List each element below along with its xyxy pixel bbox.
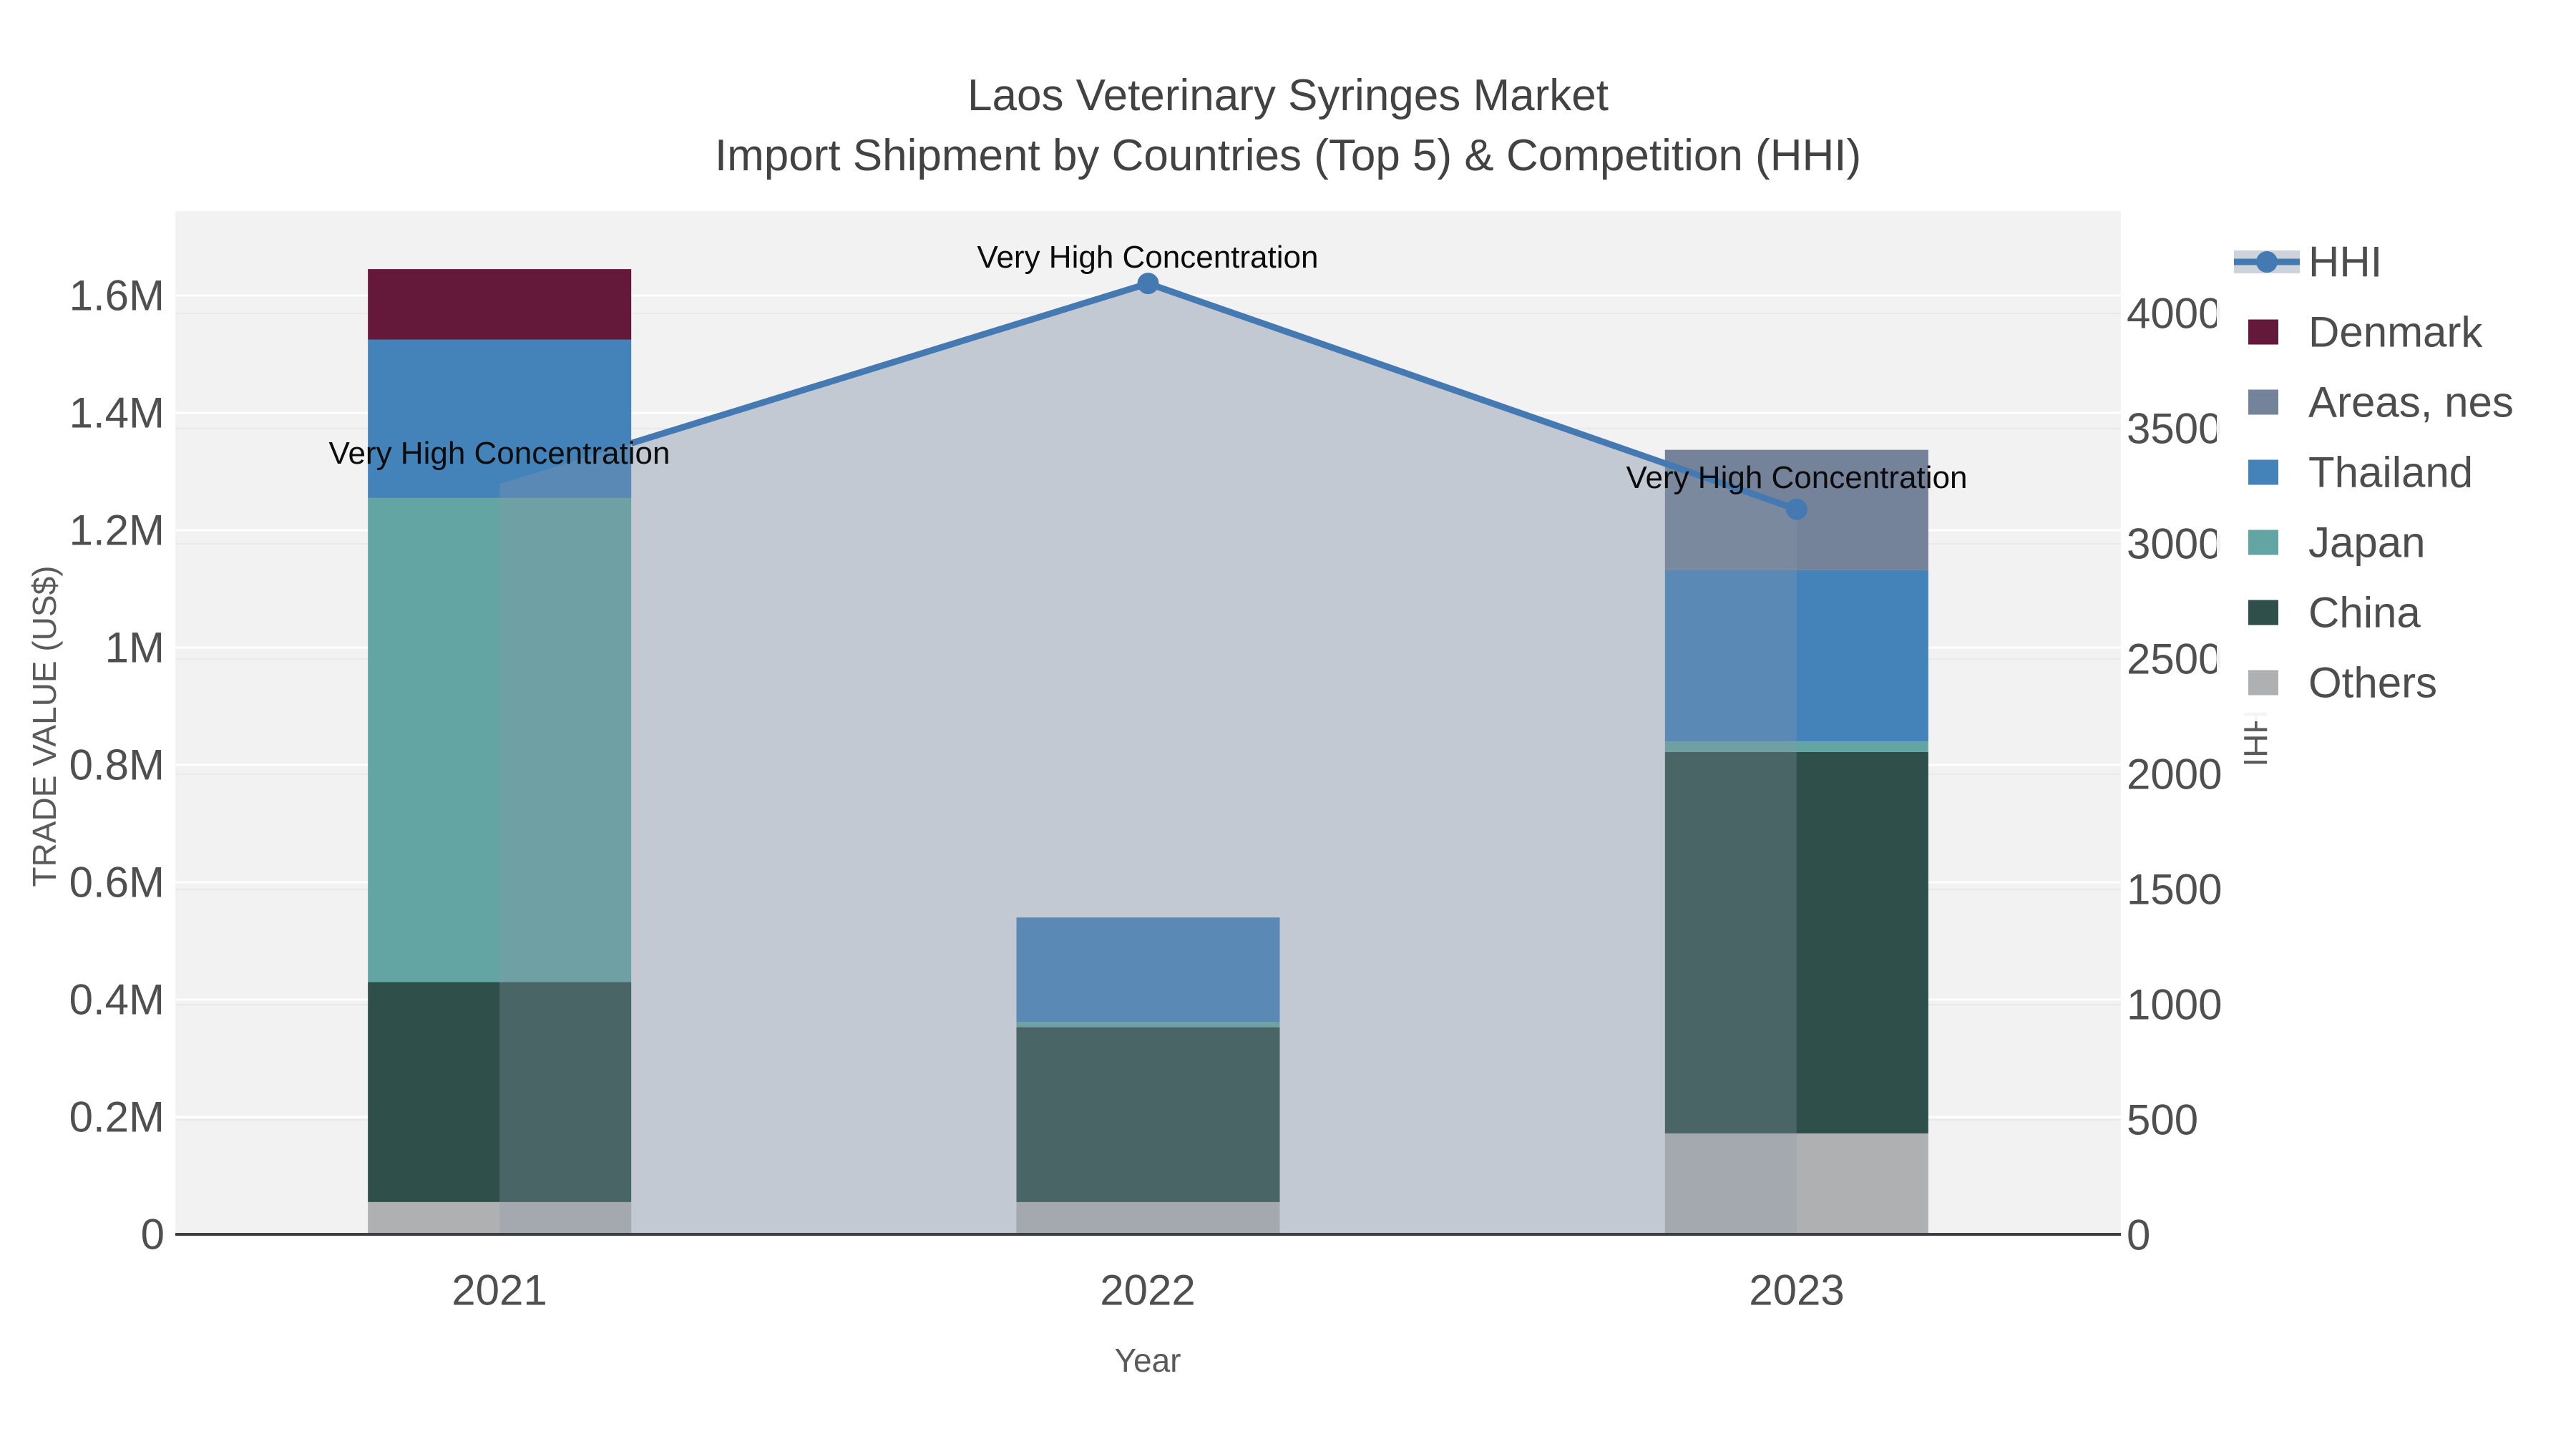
legend-item-hhi[interactable]: HHI xyxy=(2217,237,2576,287)
bar-segment-2022-Others[interactable] xyxy=(1016,1201,1280,1234)
legend: HHI Denmark Areas, nes Thailand Japan Ch… xyxy=(2217,235,2576,721)
bar-segment-2023-Thailand[interactable] xyxy=(1664,570,1928,742)
bar-segment-2021-Thailand[interactable] xyxy=(368,339,632,498)
x-axis-tick-2023: 2023 xyxy=(1749,1266,1845,1314)
bar-segment-2021-Denmark[interactable] xyxy=(368,269,632,340)
right-axis-tick: 2500 xyxy=(2127,635,2223,683)
bar-segment-2021-Others[interactable] xyxy=(368,1201,632,1234)
right-axis-tick: 3000 xyxy=(2127,519,2223,568)
hhi-marker-2023[interactable] xyxy=(1785,498,1807,520)
hhi-area-fill-under xyxy=(499,283,1797,1234)
left-axis-tick: 1M xyxy=(104,623,165,672)
legend-item-denmark[interactable]: Denmark xyxy=(2217,307,2576,357)
legend-swatch-icon xyxy=(2248,670,2278,696)
bar-segment-2021-Japan[interactable] xyxy=(368,497,632,982)
bar-segment-2021-China[interactable] xyxy=(368,982,632,1202)
right-axis-tick: 3500 xyxy=(2127,404,2223,453)
legend-label: Japan xyxy=(2308,518,2426,567)
legend-item-china[interactable]: China xyxy=(2217,587,2576,638)
hhi-marker-2022[interactable] xyxy=(1137,273,1159,295)
x-axis-title: Year xyxy=(1114,1342,1181,1379)
right-axis-tick: 4000 xyxy=(2127,289,2223,338)
legend-item-japan[interactable]: Japan xyxy=(2217,517,2576,567)
left-axis-tick: 0 xyxy=(140,1210,165,1259)
x-axis-tick-2022: 2022 xyxy=(1100,1266,1196,1314)
bar-segment-2022-China[interactable] xyxy=(1016,1027,1280,1202)
bar-segment-2023-Japan[interactable] xyxy=(1664,741,1928,752)
right-axis-tick: 1000 xyxy=(2127,980,2223,1029)
legend-label: Areas, nes xyxy=(2308,378,2514,426)
legend-item-others[interactable]: Others xyxy=(2217,658,2576,708)
right-axis-tick: 500 xyxy=(2127,1096,2199,1144)
right-axis-tick: 0 xyxy=(2127,1211,2151,1259)
legend-swatch-icon xyxy=(2248,459,2278,485)
legend-item-thailand[interactable]: Thailand xyxy=(2217,447,2576,497)
left-axis-tick: 0.8M xyxy=(69,741,165,789)
left-axis-tick: 0.6M xyxy=(69,858,165,907)
chart-subtitle: Import Shipment by Countries (Top 5) & C… xyxy=(714,131,1862,180)
left-axis-tick: 1.4M xyxy=(69,389,165,437)
right-axis-tick: 2000 xyxy=(2127,750,2223,799)
legend-label: China xyxy=(2308,588,2421,637)
bar-segment-2022-Thailand[interactable] xyxy=(1016,917,1280,1023)
legend-label: Denmark xyxy=(2308,308,2483,356)
right-axis-tick: 1500 xyxy=(2127,865,2223,914)
bar-segment-2023-China[interactable] xyxy=(1664,751,1928,1133)
left-axis-title: TRADE VALUE (US$) xyxy=(26,565,63,887)
annotation-2022: Very High Concentration xyxy=(977,240,1319,275)
legend-label: Others xyxy=(2308,658,2438,707)
bar-segment-2022-Japan[interactable] xyxy=(1016,1022,1280,1028)
legend-swatch-icon xyxy=(2248,319,2278,345)
left-axis-tick: 0.4M xyxy=(69,975,165,1024)
legend-swatch-icon xyxy=(2248,389,2278,415)
bar-segment-2023-Others[interactable] xyxy=(1664,1133,1928,1234)
legend-label: HHI xyxy=(2308,238,2383,286)
left-axis-tick: 1.6M xyxy=(69,271,165,320)
legend-label: Thailand xyxy=(2308,448,2474,497)
chart-title: Laos Veterinary Syringes Market xyxy=(967,71,1609,120)
left-axis-tick: 1.2M xyxy=(69,506,165,555)
left-axis-tick: 0.2M xyxy=(69,1093,165,1141)
legend-swatch-icon xyxy=(2248,530,2278,555)
x-axis-tick-2021: 2021 xyxy=(452,1266,547,1314)
hhi-area-fill-over xyxy=(499,283,1797,1234)
hhi-line-sample-icon xyxy=(2234,250,2300,273)
annotation-2021: Very High Concentration xyxy=(328,436,670,471)
annotation-2023: Very High Concentration xyxy=(1626,460,1968,495)
legend-item-areas-nes[interactable]: Areas, nes xyxy=(2217,377,2576,427)
legend-swatch-icon xyxy=(2248,600,2278,625)
